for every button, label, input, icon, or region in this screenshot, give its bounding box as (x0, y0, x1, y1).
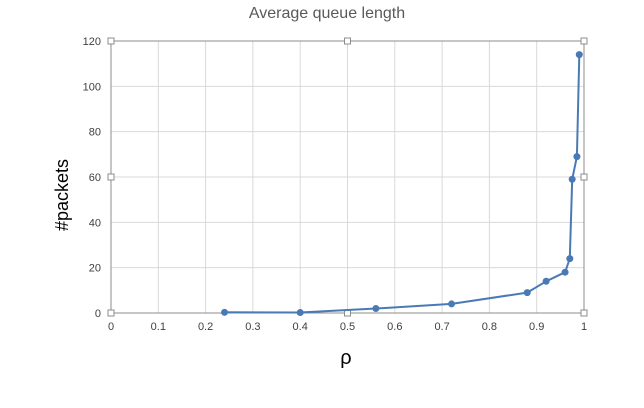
series-line (224, 54, 581, 314)
y-tick-label: 120 (83, 36, 101, 48)
x-axis-label: ρ (340, 347, 351, 369)
grid-lines (110, 40, 585, 314)
x-tick-label: 0.9 (529, 321, 544, 333)
resize-handle (107, 37, 115, 45)
resize-handle (580, 37, 588, 45)
x-tick-label: 0.1 (151, 321, 166, 333)
data-point (561, 268, 569, 276)
x-tick-label: 1 (581, 321, 587, 333)
resize-handle (580, 309, 588, 317)
data-point (221, 308, 229, 316)
y-tick-label: 20 (89, 263, 101, 275)
y-tick-label: 80 (89, 127, 101, 139)
x-tick-label: 0.6 (387, 321, 402, 333)
x-tick-label: 0.8 (482, 321, 497, 333)
y-tick-label: 40 (89, 217, 101, 229)
x-tick-label: 0.3 (245, 321, 260, 333)
data-point (542, 277, 550, 285)
resize-handle (107, 173, 115, 181)
x-tick-label: 0 (108, 321, 114, 333)
x-tick-label: 0.5 (340, 321, 355, 333)
data-point (573, 153, 581, 161)
data-point (566, 255, 574, 263)
y-axis-ticks: 0 20 40 60 80 100 120 (83, 36, 101, 320)
x-tick-label: 0.4 (293, 321, 308, 333)
resize-handle (107, 309, 115, 317)
y-tick-label: 60 (89, 172, 101, 184)
chart-title: Average queue length (249, 5, 405, 22)
x-tick-label: 0.2 (198, 321, 213, 333)
y-axis-label: #packets (52, 159, 72, 231)
data-point (372, 304, 380, 312)
data-point (296, 309, 304, 317)
data-point (575, 51, 583, 59)
x-tick-label: 0.7 (434, 321, 449, 333)
data-point (568, 175, 576, 183)
data-point (448, 300, 456, 308)
data-point (523, 289, 531, 297)
y-tick-label: 100 (83, 81, 101, 93)
x-axis-ticks: 0 0.1 0.2 0.3 0.4 0.5 0.6 0.7 0.8 0.9 1 (108, 321, 587, 333)
y-tick-label: 0 (95, 308, 101, 320)
resize-handle (580, 173, 588, 181)
resize-handle (344, 37, 351, 45)
series (221, 51, 583, 317)
